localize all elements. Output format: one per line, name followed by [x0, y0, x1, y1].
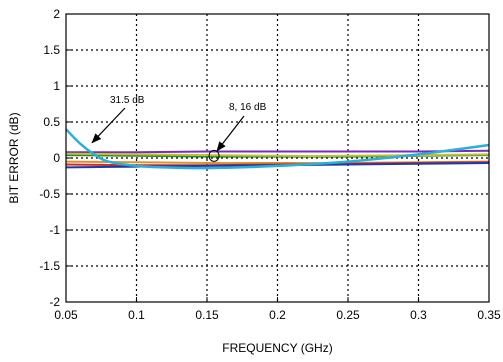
series-line-1: [65, 128, 490, 170]
y-tick-label: 0.5: [43, 115, 60, 129]
y-tick-label: 2: [53, 7, 60, 21]
ticks: 0.05 0.1 0.15 0.2 0.25 0.3 0.35 2 1.5 1 0.5 0 -0.5 -1…: [39, 7, 501, 322]
series-lines: [65, 128, 490, 170]
y-tick-label: -1.5: [39, 259, 60, 273]
x-tick-label: 0.15: [195, 308, 219, 322]
series-line-2: [65, 149, 490, 154]
annotations: 31.5 dB 8, 16 dB: [91, 95, 267, 162]
y-axis-label: BIT ERROR (dB): [7, 112, 21, 203]
x-tick-label: 0.1: [128, 308, 145, 322]
y-tick-label: -2: [49, 295, 60, 309]
x-tick-label: 0.25: [336, 308, 360, 322]
annotation-8-16-db: 8, 16 dB: [229, 102, 267, 113]
grid: [66, 14, 489, 302]
x-tick-label: 0.35: [477, 308, 501, 322]
annotation-arrow-31-5-db: [91, 107, 126, 144]
x-tick-label: 0.05: [54, 308, 78, 322]
y-tick-label: 0: [53, 151, 60, 165]
y-tick-label: 1.5: [43, 43, 60, 57]
x-tick-label: 0.3: [410, 308, 427, 322]
annotation-31-5-db: 31.5 dB: [110, 95, 145, 106]
x-tick-label: 0.2: [269, 308, 286, 322]
annotation-arrow-8-16-db: [216, 115, 245, 152]
y-tick-label: -0.5: [39, 187, 60, 201]
y-tick-label: -1: [49, 223, 60, 237]
annotation-circle: [208, 149, 220, 162]
y-tick-label: 1: [53, 79, 60, 93]
x-axis-label: FREQUENCY (GHz): [222, 341, 332, 355]
